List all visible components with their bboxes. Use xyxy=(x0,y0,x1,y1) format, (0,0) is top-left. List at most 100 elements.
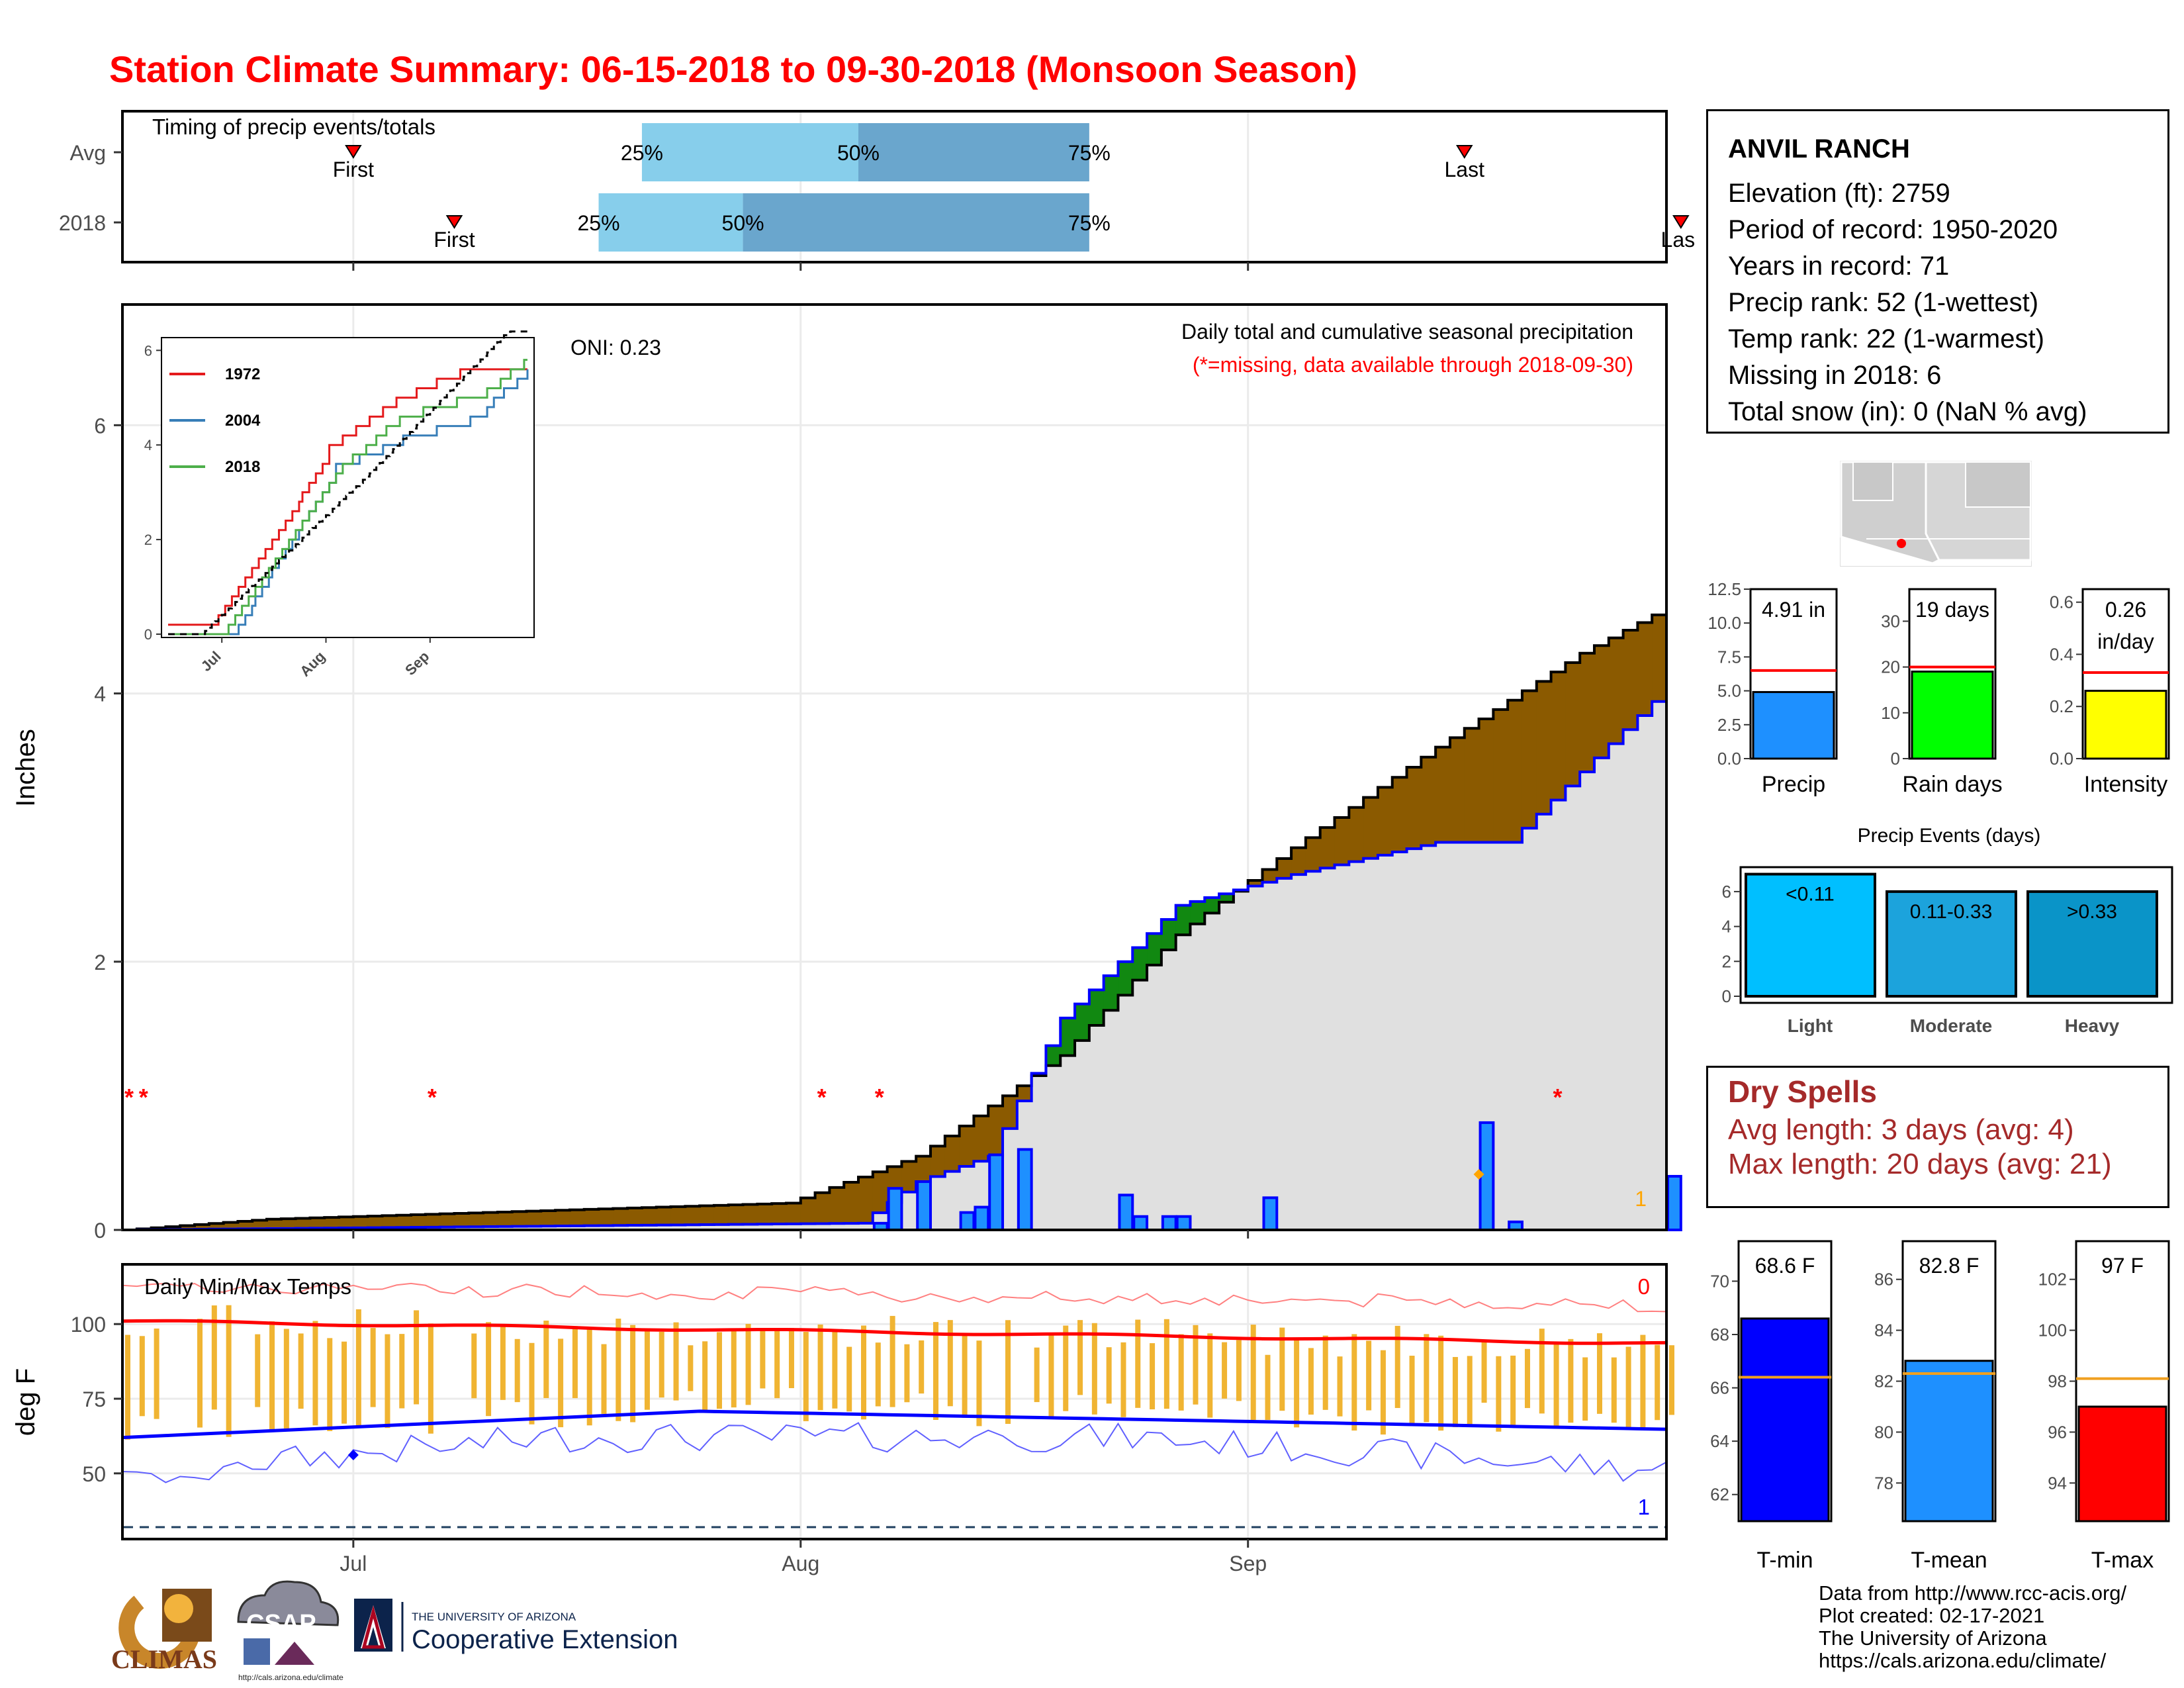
daily-precip-bar xyxy=(974,1205,990,1231)
mini-bar-ytick: 10 xyxy=(1881,703,1900,723)
daily-temp-bar xyxy=(1106,1347,1112,1404)
dry-spells-avg: Avg length: 3 days (avg: 4) xyxy=(1728,1113,2074,1146)
deficit-area xyxy=(1320,827,1336,868)
surplus-area xyxy=(1103,976,1118,1011)
inset-frame xyxy=(161,337,535,638)
deficit-area xyxy=(685,1206,700,1225)
missing-day-marker: * xyxy=(1553,1084,1563,1111)
daily-temp-bar xyxy=(428,1323,433,1434)
timing-p75: 75% xyxy=(1068,141,1111,165)
mini-bar-label: Rain days xyxy=(1902,772,2002,797)
daily-temp-bar xyxy=(803,1331,809,1421)
deficit-area xyxy=(786,1203,801,1224)
daily-temp-bar xyxy=(774,1329,780,1399)
temp-bar-ytick: 96 xyxy=(2048,1422,2067,1442)
mini-bar-ytick: 30 xyxy=(1881,611,1900,631)
deficit-area xyxy=(1623,630,1638,730)
deficit-area xyxy=(238,1221,253,1229)
record-high-line xyxy=(122,1282,1667,1313)
page-title: Station Climate Summary: 06-15-2018 to 0… xyxy=(109,48,1357,90)
deficit-area xyxy=(1291,847,1306,875)
deficit-area xyxy=(252,1220,267,1229)
deficit-area xyxy=(1637,622,1653,716)
mini-bar-ytick: 10.0 xyxy=(1707,613,1741,633)
dry-spells-box: Dry Spells Avg length: 3 days (avg: 4) M… xyxy=(1706,1066,2169,1208)
precip-ylabel: Inches xyxy=(11,729,40,807)
surplus-area xyxy=(1132,947,1148,980)
precip-panel: * * * * * * Daily total and cumulative season… xyxy=(11,303,1682,1243)
min-temp-marker xyxy=(347,1450,359,1460)
daily-temp-bar xyxy=(875,1342,881,1407)
daily-precip-bar xyxy=(1262,1196,1279,1231)
inset-ytick: 6 xyxy=(144,342,152,359)
inset-ytick: 2 xyxy=(144,532,152,548)
footer-line: Data from http://www.rcc-acis.org/ xyxy=(1819,1581,2127,1605)
events-ytick: 0 xyxy=(1722,986,1731,1006)
daily-temp-bar xyxy=(1294,1340,1300,1428)
missing-day-marker: * xyxy=(139,1084,148,1111)
mini-bar-intensity: 0.26 in/day 0.0 0.2 0.4 0.6 Intensity xyxy=(2050,588,2170,797)
daily-temp-bar xyxy=(1625,1346,1631,1429)
area-2018 xyxy=(122,687,1666,1230)
daily-temp-bar xyxy=(919,1340,925,1394)
daily-temp-bar xyxy=(125,1335,130,1440)
timing-last-marker xyxy=(1672,215,1690,229)
temp-bar-ytick: 78 xyxy=(1874,1473,1893,1493)
daily-precip-bar xyxy=(916,1180,933,1232)
temp-bar-ytick: 66 xyxy=(1710,1378,1729,1398)
temp-bar-ytick: 82 xyxy=(1874,1372,1893,1391)
temp-bar-value-text: 82.8 F xyxy=(1919,1254,1979,1278)
deficit-area xyxy=(1493,709,1508,843)
deficit-area xyxy=(728,1205,744,1225)
daily-temp-bar xyxy=(312,1321,318,1426)
daily-temp-bar xyxy=(1481,1339,1487,1403)
deficit-area xyxy=(1377,787,1393,855)
daily-temp-bar xyxy=(1424,1334,1430,1423)
daily-temp-bar xyxy=(933,1322,939,1421)
deficit-area xyxy=(1580,653,1595,773)
daily-temp-bar xyxy=(1510,1355,1516,1426)
temp-bar-ytick: 64 xyxy=(1710,1431,1729,1451)
events-category: Heavy xyxy=(2065,1015,2120,1036)
daily-precip-bar xyxy=(1017,1148,1033,1232)
daily-temp-bar xyxy=(1596,1333,1602,1414)
inset-line-1972 xyxy=(168,368,527,626)
temp-bar-ytick: 102 xyxy=(2038,1270,2067,1289)
daily-temp-bar xyxy=(1222,1342,1228,1399)
deficit-area xyxy=(613,1208,628,1226)
daily-temp-bar xyxy=(788,1328,794,1389)
mini-bar-ytick: 0.0 xyxy=(1717,749,1741,769)
timing-p50: 50% xyxy=(722,211,764,235)
daily-temp-bar xyxy=(1380,1350,1386,1435)
deficit-area xyxy=(872,1172,888,1213)
deficit-area xyxy=(439,1213,455,1227)
deficit-area xyxy=(295,1218,310,1229)
precip-corner-count: 1 xyxy=(1635,1187,1647,1211)
deficit-area xyxy=(1435,747,1451,843)
surplus-area xyxy=(1205,898,1220,914)
ua-logo: THE UNIVERSITY OF ARIZONA Cooperative Ex… xyxy=(354,1599,678,1654)
daily-temp-bar xyxy=(1120,1342,1126,1417)
daily-temp-bar xyxy=(500,1327,506,1400)
daily-temp-bar xyxy=(1322,1335,1328,1410)
temp-bar-ytick: 98 xyxy=(2048,1372,2067,1391)
daily-temp-bar xyxy=(731,1329,737,1408)
events-title: Precip Events (days) xyxy=(1858,825,2041,847)
station-line: Period of record: 1950-2020 xyxy=(1728,215,2058,244)
deficit-area xyxy=(555,1210,570,1227)
deficit-area xyxy=(310,1217,325,1229)
daily-temp-bar xyxy=(1150,1343,1156,1410)
deficit-area xyxy=(165,1227,181,1230)
deficit-area xyxy=(425,1214,441,1227)
surplus-area xyxy=(1219,894,1234,902)
daily-precip-bar xyxy=(1118,1194,1134,1232)
temp-bar-value-text: 68.6 F xyxy=(1755,1254,1815,1278)
missing-day-marker: * xyxy=(428,1084,437,1111)
daily-temp-bar xyxy=(1394,1325,1400,1409)
daily-temp-bar xyxy=(716,1332,722,1409)
daily-temp-bar xyxy=(298,1333,304,1409)
daily-temp-bar xyxy=(1250,1325,1256,1420)
temp-bar-ytick: 62 xyxy=(1710,1485,1729,1505)
deficit-area xyxy=(353,1216,369,1228)
record-low-line xyxy=(122,1422,1667,1483)
